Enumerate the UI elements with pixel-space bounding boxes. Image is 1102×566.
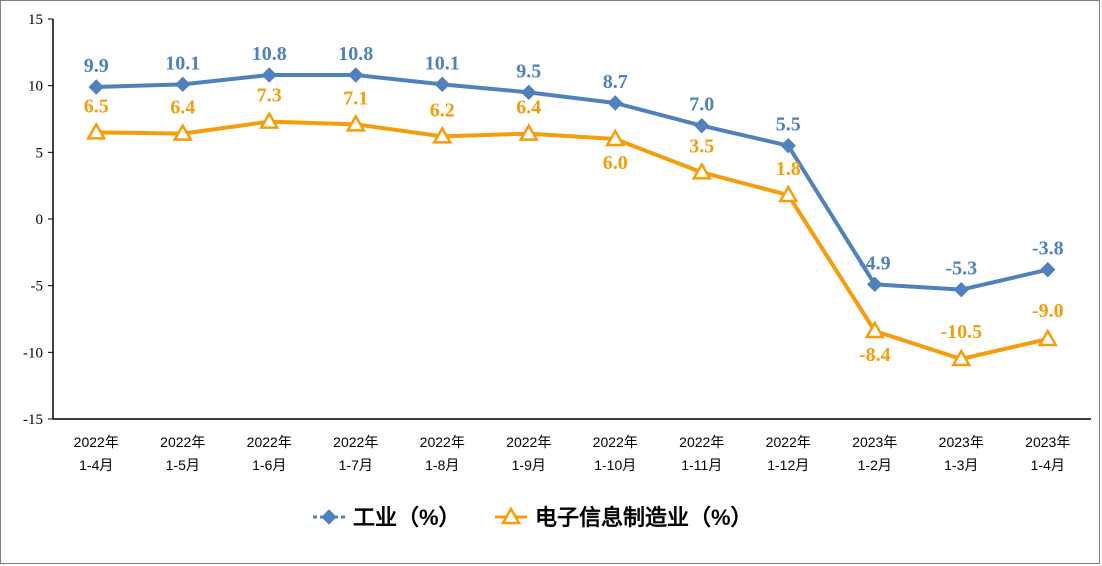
electronics-data-label: -9.0 <box>1032 300 1064 322</box>
y-tick-label: -5 <box>31 279 44 295</box>
x-tick-label-period: 1-11月 <box>681 457 722 473</box>
electronics-point <box>86 121 107 140</box>
industry-point <box>434 76 450 93</box>
x-tick-label-year: 2022年 <box>160 434 205 450</box>
x-tick-label-year: 2023年 <box>852 434 897 450</box>
electronics-data-label: 6.4 <box>516 97 541 119</box>
electronics-data-label: 6.4 <box>170 97 195 119</box>
y-tick-label: 0 <box>36 212 44 228</box>
electronics-point <box>778 184 799 203</box>
x-tick-label-period: 1-5月 <box>166 457 200 473</box>
industry-data-label: 9.9 <box>84 55 109 77</box>
industry-point <box>780 137 796 154</box>
industry-point <box>694 117 710 134</box>
x-tick-label-period: 1-6月 <box>252 457 286 473</box>
series-line-electronics <box>96 119 1049 361</box>
electronics-point <box>691 161 712 180</box>
x-tick-label-period: 1-7月 <box>339 457 373 473</box>
electronics-point <box>172 123 193 141</box>
industry-point <box>867 276 883 293</box>
industry-point <box>88 79 104 95</box>
y-tick-label: 15 <box>28 12 43 28</box>
x-tick-label-period: 1-9月 <box>512 457 546 473</box>
x-tick-label-year: 2023年 <box>939 434 984 450</box>
axes <box>48 18 1091 420</box>
legend: 工业（%） 电子信息制造业（%） <box>313 505 753 530</box>
x-tick-label-year: 2022年 <box>593 434 638 450</box>
electronics-point <box>518 123 539 141</box>
electronics-point <box>345 113 366 132</box>
x-tick-label-period: 1-3月 <box>944 457 978 473</box>
industry-data-label: 10.1 <box>425 52 460 74</box>
y-tick-label: -10 <box>23 345 43 361</box>
industry-point <box>607 95 623 111</box>
electronics-data-label: 3.5 <box>689 135 714 157</box>
x-tick-labels: 2022年 1-4月 2022年 1-5月 2022年 1-6月 2022年 1-7月 2022… <box>74 434 1071 473</box>
x-tick-label-year: 2022年 <box>74 434 119 450</box>
industry-data-label: -5.3 <box>945 258 977 280</box>
industry-data-label: -4.9 <box>859 252 891 274</box>
industry-data-label: 5.5 <box>776 114 801 136</box>
legend-marker-industry <box>321 509 337 525</box>
industry-point <box>348 67 364 83</box>
legend-marker-electronics <box>500 506 522 525</box>
electronics-data-label: -10.5 <box>940 321 982 343</box>
electronics-point <box>864 320 885 339</box>
electronics-point <box>605 128 626 147</box>
x-tick-label-period: 1-10月 <box>594 457 636 473</box>
industry-data-label: 10.8 <box>338 43 373 65</box>
x-tick-label-year: 2022年 <box>766 434 811 450</box>
industry-point <box>521 84 537 101</box>
y-tick-labels: 15 10 5 0 -5 -10 -15 <box>23 12 43 428</box>
electronics-data-label: 7.1 <box>343 87 368 109</box>
electronics-data-label: 6.2 <box>430 99 455 121</box>
industry-data-label: 10.8 <box>252 43 287 65</box>
series-line-industry <box>96 73 1049 292</box>
series-lines <box>96 73 1049 361</box>
series-markers <box>86 67 1058 367</box>
x-tick-label-year: 2023年 <box>1025 434 1070 450</box>
x-tick-label-year: 2022年 <box>333 434 378 450</box>
x-tick-label-year: 2022年 <box>247 434 292 450</box>
x-tick-label-period: 1-2月 <box>858 457 892 473</box>
industry-point <box>1040 261 1056 278</box>
electronics-data-label: 1.8 <box>776 158 801 180</box>
industry-data-label: 9.5 <box>516 60 541 82</box>
legend-label-industry: 工业（%） <box>353 505 461 530</box>
industry-point <box>175 76 191 93</box>
electronics-data-label: 7.3 <box>257 85 282 107</box>
electronics-data-label: 6.0 <box>603 152 628 174</box>
industry-data-label: -3.8 <box>1032 238 1064 260</box>
industry-data-label: 7.0 <box>689 94 714 116</box>
x-tick-label-period: 1-8月 <box>425 457 459 473</box>
x-tick-label-year: 2022年 <box>679 434 724 450</box>
industry-data-label: 8.7 <box>603 71 628 93</box>
y-tick-label: -15 <box>23 412 43 428</box>
electronics-point <box>951 348 972 367</box>
x-tick-label-period: 1-4月 <box>79 457 113 473</box>
x-tick-label-year: 2022年 <box>420 434 465 450</box>
industry-point <box>261 67 277 83</box>
industry-point <box>953 281 969 298</box>
electronics-point <box>259 111 280 129</box>
legend-label-electronics: 电子信息制造业（%） <box>535 505 753 530</box>
electronics-point <box>1037 328 1058 347</box>
data-labels: 9.9 10.1 10.8 10.8 10.1 9.5 8.7 7.0 5.5 -4.9 -5.3 -… <box>84 43 1064 366</box>
x-tick-label-period: 1-4月 <box>1031 457 1065 473</box>
electronics-point <box>432 125 453 144</box>
y-tick-label: 5 <box>36 145 44 161</box>
electronics-data-label: 6.5 <box>84 95 109 117</box>
electronics-data-label: -8.4 <box>859 344 891 366</box>
industry-data-label: 10.1 <box>165 52 200 74</box>
y-tick-label: 10 <box>28 79 43 95</box>
x-tick-label-year: 2022年 <box>506 434 551 450</box>
x-tick-label-period: 1-12月 <box>767 457 809 473</box>
